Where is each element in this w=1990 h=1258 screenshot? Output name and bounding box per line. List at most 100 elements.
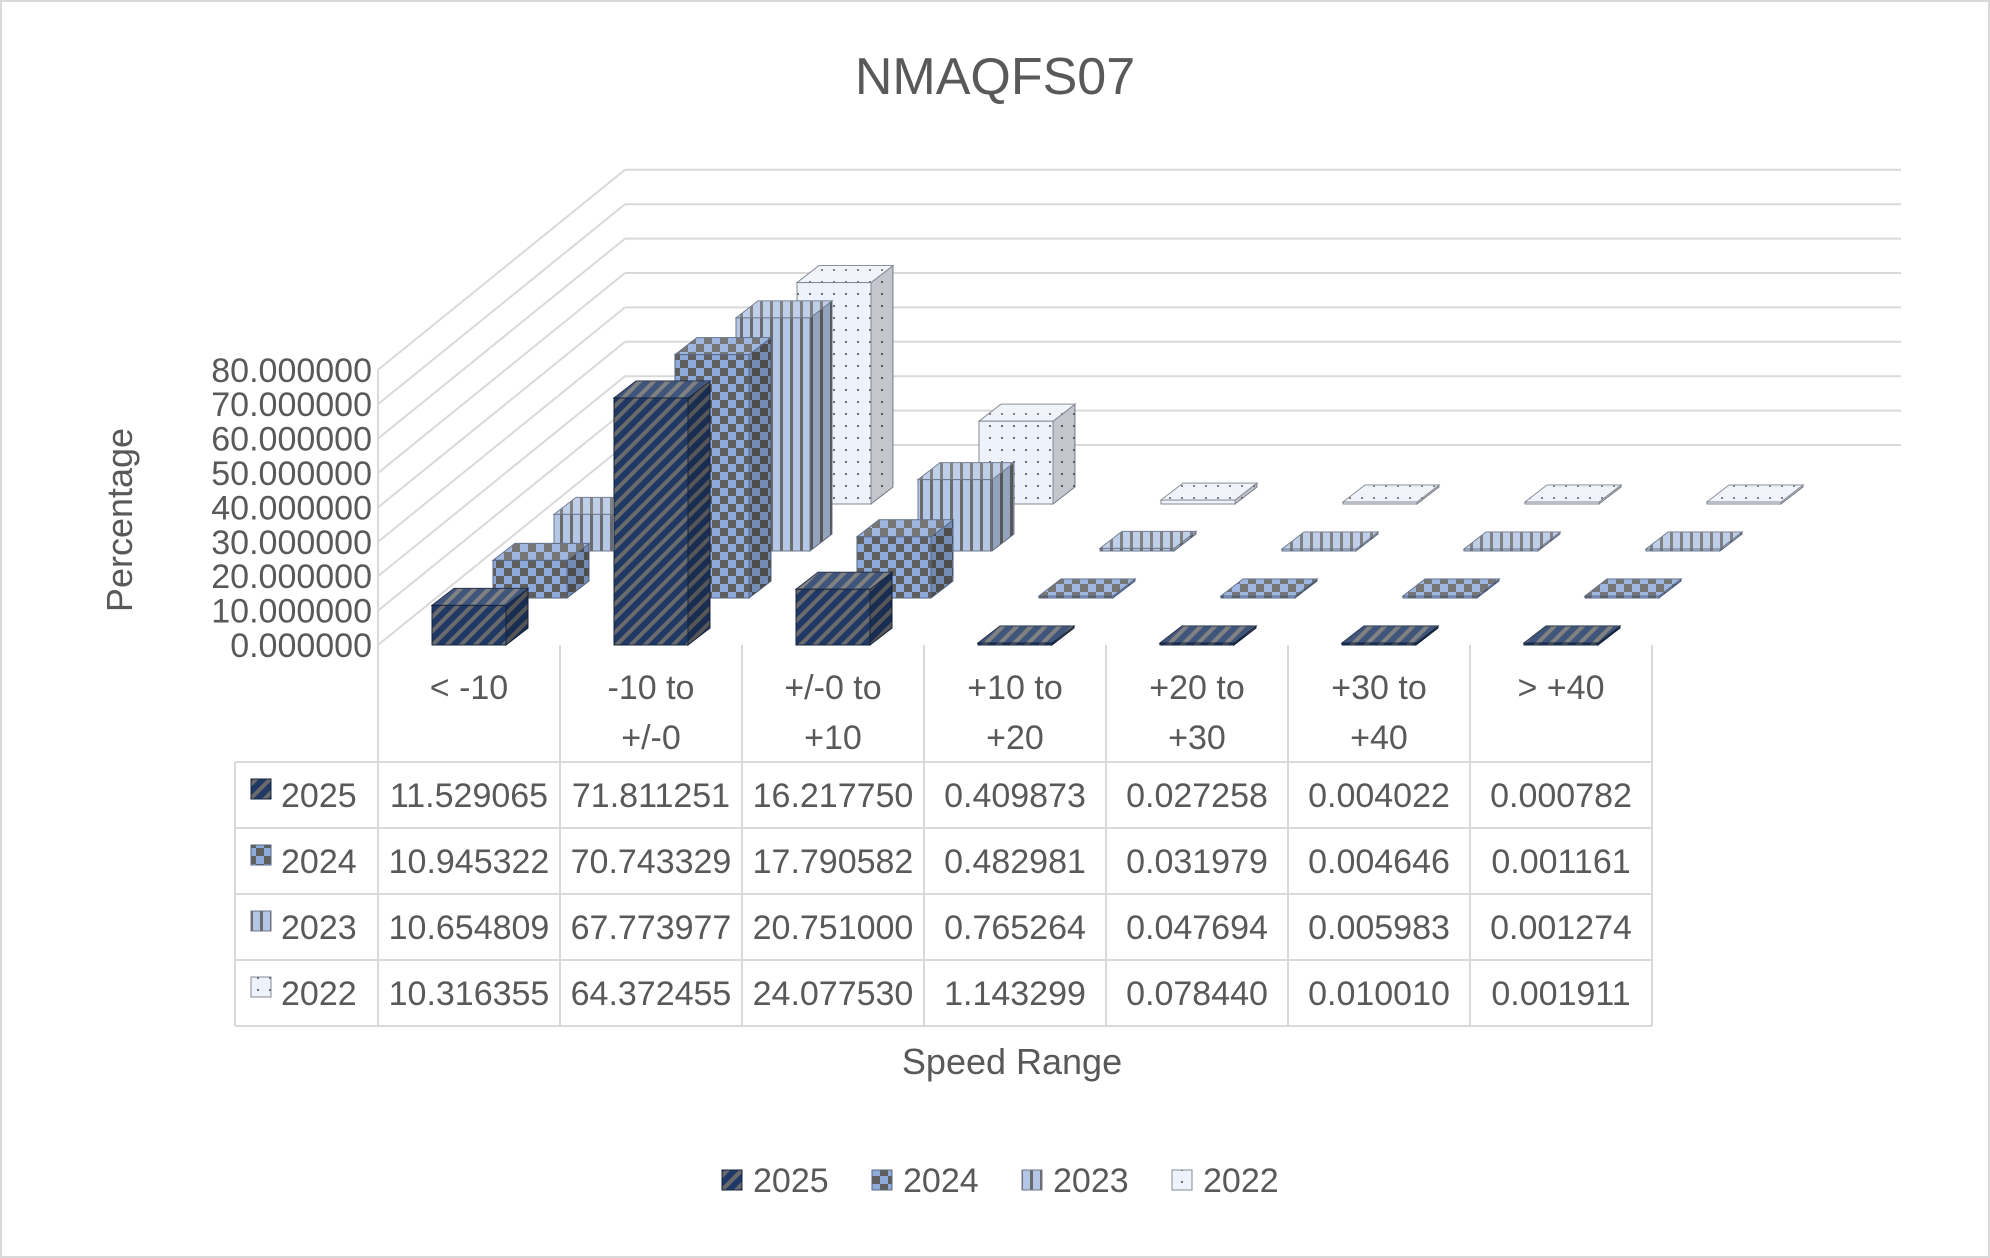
x-category-label: > +40 — [1518, 669, 1605, 707]
x-category-label: +40 — [1350, 719, 1408, 757]
x-category-label: < -10 — [430, 669, 508, 707]
chart-title: NMAQFS07 — [855, 48, 1135, 106]
table-legend-key — [250, 910, 272, 932]
table-cell: 67.773977 — [571, 909, 732, 947]
legend-label: 2025 — [753, 1162, 829, 1200]
x-axis-label: Speed Range — [902, 1041, 1122, 1082]
table-cell: 71.811251 — [572, 777, 730, 815]
legend-swatch — [1021, 1169, 1043, 1191]
legend-label: 2023 — [1053, 1162, 1129, 1200]
table-cell: 0.409873 — [944, 777, 1086, 815]
bar-2022-3 — [977, 403, 1077, 506]
legend-label: 2024 — [903, 1162, 979, 1200]
legend-item-2024: 2024 — [871, 1162, 979, 1200]
gridline-side — [377, 341, 626, 543]
x-category-label: -10 to — [608, 669, 695, 707]
bar-2025-1 — [430, 587, 530, 647]
table-series-label: 2023 — [281, 909, 357, 947]
bar-2022-6 — [1523, 483, 1623, 506]
x-category-label: +20 to — [1149, 669, 1244, 707]
bar-2025-6 — [1340, 624, 1440, 647]
table-cell: 10.316355 — [389, 975, 550, 1013]
table-series-label: 2024 — [281, 843, 357, 881]
bar-2024-7 — [1583, 577, 1683, 600]
table-cell: 24.077530 — [753, 975, 914, 1013]
legend-swatch — [1171, 1169, 1193, 1191]
bar-2023-5 — [1280, 530, 1380, 553]
table-cell: 0.047694 — [1126, 909, 1268, 947]
bar-2024-1 — [491, 542, 591, 600]
x-category-label: +10 — [804, 719, 862, 757]
gridline-side — [377, 272, 626, 474]
table-cell: 11.529065 — [390, 777, 548, 815]
table-cell: 10.654809 — [389, 909, 550, 947]
table-cell: 0.000782 — [1490, 777, 1632, 815]
data-table: < -10 -10 to +/-0 +/-0 to +10 +10 to +20 +20 to… — [234, 645, 1653, 1027]
bar-2024-4 — [1037, 577, 1137, 600]
y-tick-label: 80.000000 — [211, 352, 372, 390]
y-axis-label: Percentage — [99, 428, 140, 612]
gridline-side — [377, 444, 626, 646]
y-tick-label: 30.000000 — [211, 524, 372, 562]
table-cell: 0.010010 — [1308, 975, 1450, 1013]
bar-2024-5 — [1219, 577, 1319, 600]
table-cell: 1.143299 — [944, 975, 1086, 1013]
x-category-label: +/-0 to — [784, 669, 881, 707]
y-tick-label: 20.000000 — [211, 558, 372, 596]
y-tick-label: 60.000000 — [211, 421, 372, 459]
table-legend-key — [250, 976, 272, 998]
bar-2024-3 — [855, 518, 955, 600]
bar-2024-6 — [1401, 577, 1501, 600]
gridline-side — [377, 203, 626, 405]
legend-item-2022: 2022 — [1171, 1162, 1279, 1200]
y-tick-label: 50.000000 — [211, 455, 372, 493]
bar-2025-7 — [1522, 624, 1622, 647]
table-cell: 0.004022 — [1308, 777, 1450, 815]
gridline-side — [377, 169, 626, 371]
bar-2025-5 — [1158, 624, 1258, 647]
table-cell: 70.743329 — [571, 843, 732, 881]
gridline-side — [377, 237, 626, 440]
table-cell: 0.027258 — [1126, 777, 1268, 815]
x-category-label: +/-0 — [621, 719, 681, 757]
legend-item-2023: 2023 — [1021, 1162, 1129, 1200]
bar-2025-4 — [976, 624, 1076, 647]
table-cell: 0.005983 — [1308, 909, 1450, 947]
legend-label: 2022 — [1203, 1162, 1279, 1200]
table-cell: 0.001911 — [1491, 975, 1630, 1013]
table-cell: 0.001274 — [1490, 909, 1632, 947]
table-legend-key — [250, 778, 272, 800]
table-cell: 0.078440 — [1126, 975, 1268, 1013]
x-category-label: +30 to — [1331, 669, 1426, 707]
bar-2025-3 — [794, 571, 894, 647]
bar-2022-7 — [1705, 483, 1805, 506]
bar-2023-4 — [1098, 530, 1198, 553]
bar-2025-2 — [612, 379, 712, 647]
bar-2023-6 — [1462, 530, 1562, 553]
x-category-label: +30 — [1168, 719, 1226, 757]
gridline-side — [377, 409, 626, 612]
table-cell: 0.482981 — [944, 843, 1086, 881]
table-cell: 20.751000 — [753, 909, 914, 947]
table-cell: 0.004646 — [1308, 843, 1450, 881]
table-cell: 64.372455 — [571, 975, 732, 1013]
legend-swatch — [721, 1169, 743, 1191]
bars — [430, 264, 1805, 647]
y-tick-label: 0.000000 — [230, 627, 372, 665]
bar-2023-7 — [1644, 530, 1744, 553]
legend-swatch — [871, 1169, 893, 1191]
bar-2022-5 — [1341, 483, 1441, 506]
table-series-label: 2022 — [281, 975, 357, 1013]
table-legend-key — [250, 844, 272, 866]
legend-item-2025: 2025 — [721, 1162, 829, 1200]
x-category-label: +20 — [986, 719, 1044, 757]
y-tick-label: 40.000000 — [211, 489, 372, 527]
table-cell: 0.031979 — [1126, 843, 1268, 881]
bar-2022-4 — [1159, 482, 1259, 506]
gridline-side — [377, 306, 626, 509]
table-cell: 0.001161 — [1491, 843, 1630, 881]
table-cell: 17.790582 — [753, 843, 914, 881]
table-series-label: 2025 — [281, 777, 357, 815]
y-axis: 0.00000010.00000020.00000030.00000040.00… — [211, 352, 372, 665]
